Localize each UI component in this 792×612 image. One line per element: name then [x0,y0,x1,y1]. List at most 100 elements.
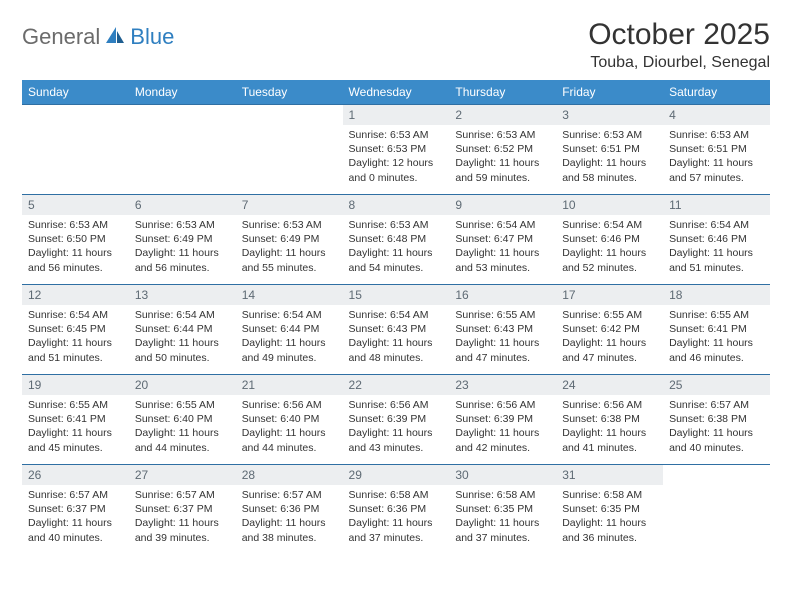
day-number: 11 [663,195,770,215]
calendar-cell: 7Sunrise: 6:53 AMSunset: 6:49 PMDaylight… [236,195,343,285]
calendar-cell: 30Sunrise: 6:58 AMSunset: 6:35 PMDayligh… [449,465,556,555]
calendar-cell: 29Sunrise: 6:58 AMSunset: 6:36 PMDayligh… [343,465,450,555]
day-number: 19 [22,375,129,395]
calendar-body: 1Sunrise: 6:53 AMSunset: 6:53 PMDaylight… [22,105,770,555]
calendar-cell: 25Sunrise: 6:57 AMSunset: 6:38 PMDayligh… [663,375,770,465]
calendar-cell: 26Sunrise: 6:57 AMSunset: 6:37 PMDayligh… [22,465,129,555]
day-details: Sunrise: 6:54 AMSunset: 6:46 PMDaylight:… [556,215,663,281]
day-number: 16 [449,285,556,305]
day-details: Sunrise: 6:57 AMSunset: 6:37 PMDaylight:… [129,485,236,551]
brand-logo: General Blue [22,24,174,50]
day-details: Sunrise: 6:53 AMSunset: 6:48 PMDaylight:… [343,215,450,281]
day-number: 17 [556,285,663,305]
day-number: 10 [556,195,663,215]
calendar-cell: 31Sunrise: 6:58 AMSunset: 6:35 PMDayligh… [556,465,663,555]
day-number: 20 [129,375,236,395]
calendar-cell: 9Sunrise: 6:54 AMSunset: 6:47 PMDaylight… [449,195,556,285]
calendar-cell: 5Sunrise: 6:53 AMSunset: 6:50 PMDaylight… [22,195,129,285]
day-number: 7 [236,195,343,215]
day-number: 21 [236,375,343,395]
day-details: Sunrise: 6:56 AMSunset: 6:39 PMDaylight:… [343,395,450,461]
day-number: 31 [556,465,663,485]
calendar-cell: 15Sunrise: 6:54 AMSunset: 6:43 PMDayligh… [343,285,450,375]
title-block: October 2025 Touba, Diourbel, Senegal [588,18,770,72]
header-row: General Blue October 2025 Touba, Diourbe… [22,18,770,72]
day-details: Sunrise: 6:53 AMSunset: 6:51 PMDaylight:… [556,125,663,191]
calendar-cell: 14Sunrise: 6:54 AMSunset: 6:44 PMDayligh… [236,285,343,375]
calendar-row: 5Sunrise: 6:53 AMSunset: 6:50 PMDaylight… [22,195,770,285]
calendar-cell: 19Sunrise: 6:55 AMSunset: 6:41 PMDayligh… [22,375,129,465]
calendar-row: 12Sunrise: 6:54 AMSunset: 6:45 PMDayligh… [22,285,770,375]
day-details: Sunrise: 6:55 AMSunset: 6:42 PMDaylight:… [556,305,663,371]
calendar-cell: 28Sunrise: 6:57 AMSunset: 6:36 PMDayligh… [236,465,343,555]
day-details: Sunrise: 6:53 AMSunset: 6:53 PMDaylight:… [343,125,450,191]
calendar-cell: 11Sunrise: 6:54 AMSunset: 6:46 PMDayligh… [663,195,770,285]
day-details: Sunrise: 6:54 AMSunset: 6:44 PMDaylight:… [236,305,343,371]
calendar-cell [236,105,343,195]
calendar-cell: 27Sunrise: 6:57 AMSunset: 6:37 PMDayligh… [129,465,236,555]
weekday-header: Wednesday [343,80,450,105]
day-number: 30 [449,465,556,485]
calendar-cell [22,105,129,195]
calendar-cell: 24Sunrise: 6:56 AMSunset: 6:38 PMDayligh… [556,375,663,465]
page-title: October 2025 [588,18,770,52]
day-number: 8 [343,195,450,215]
calendar-cell: 3Sunrise: 6:53 AMSunset: 6:51 PMDaylight… [556,105,663,195]
day-details: Sunrise: 6:54 AMSunset: 6:44 PMDaylight:… [129,305,236,371]
calendar-header: SundayMondayTuesdayWednesdayThursdayFrid… [22,80,770,105]
day-number: 13 [129,285,236,305]
day-details: Sunrise: 6:53 AMSunset: 6:51 PMDaylight:… [663,125,770,191]
calendar-cell: 22Sunrise: 6:56 AMSunset: 6:39 PMDayligh… [343,375,450,465]
day-details: Sunrise: 6:53 AMSunset: 6:50 PMDaylight:… [22,215,129,281]
calendar-cell: 8Sunrise: 6:53 AMSunset: 6:48 PMDaylight… [343,195,450,285]
brand-text-blue: Blue [130,24,174,50]
calendar-cell: 10Sunrise: 6:54 AMSunset: 6:46 PMDayligh… [556,195,663,285]
day-details: Sunrise: 6:55 AMSunset: 6:43 PMDaylight:… [449,305,556,371]
day-details: Sunrise: 6:54 AMSunset: 6:47 PMDaylight:… [449,215,556,281]
day-number: 1 [343,105,450,125]
weekday-header: Tuesday [236,80,343,105]
day-details: Sunrise: 6:57 AMSunset: 6:37 PMDaylight:… [22,485,129,551]
calendar-cell: 13Sunrise: 6:54 AMSunset: 6:44 PMDayligh… [129,285,236,375]
day-number: 28 [236,465,343,485]
brand-sail-icon [104,25,126,50]
day-number: 2 [449,105,556,125]
calendar-cell: 2Sunrise: 6:53 AMSunset: 6:52 PMDaylight… [449,105,556,195]
weekday-header: Monday [129,80,236,105]
calendar-cell [663,465,770,555]
day-number: 18 [663,285,770,305]
calendar-row: 1Sunrise: 6:53 AMSunset: 6:53 PMDaylight… [22,105,770,195]
calendar-row: 26Sunrise: 6:57 AMSunset: 6:37 PMDayligh… [22,465,770,555]
brand-text-general: General [22,24,100,50]
day-number: 15 [343,285,450,305]
day-number: 14 [236,285,343,305]
weekday-header: Saturday [663,80,770,105]
calendar-cell: 12Sunrise: 6:54 AMSunset: 6:45 PMDayligh… [22,285,129,375]
day-number: 26 [22,465,129,485]
day-details: Sunrise: 6:57 AMSunset: 6:36 PMDaylight:… [236,485,343,551]
calendar-row: 19Sunrise: 6:55 AMSunset: 6:41 PMDayligh… [22,375,770,465]
day-number: 24 [556,375,663,395]
calendar-cell [129,105,236,195]
day-number: 9 [449,195,556,215]
calendar-table: SundayMondayTuesdayWednesdayThursdayFrid… [22,80,770,555]
day-number: 22 [343,375,450,395]
day-number: 6 [129,195,236,215]
day-details: Sunrise: 6:55 AMSunset: 6:41 PMDaylight:… [663,305,770,371]
day-details: Sunrise: 6:58 AMSunset: 6:36 PMDaylight:… [343,485,450,551]
day-details: Sunrise: 6:58 AMSunset: 6:35 PMDaylight:… [556,485,663,551]
day-number: 23 [449,375,556,395]
weekday-header: Friday [556,80,663,105]
calendar-cell: 16Sunrise: 6:55 AMSunset: 6:43 PMDayligh… [449,285,556,375]
location-subtitle: Touba, Diourbel, Senegal [588,54,770,72]
calendar-cell: 20Sunrise: 6:55 AMSunset: 6:40 PMDayligh… [129,375,236,465]
day-details: Sunrise: 6:54 AMSunset: 6:43 PMDaylight:… [343,305,450,371]
calendar-cell: 23Sunrise: 6:56 AMSunset: 6:39 PMDayligh… [449,375,556,465]
calendar-cell: 1Sunrise: 6:53 AMSunset: 6:53 PMDaylight… [343,105,450,195]
day-details: Sunrise: 6:53 AMSunset: 6:49 PMDaylight:… [236,215,343,281]
day-details: Sunrise: 6:54 AMSunset: 6:45 PMDaylight:… [22,305,129,371]
day-details: Sunrise: 6:54 AMSunset: 6:46 PMDaylight:… [663,215,770,281]
calendar-cell: 21Sunrise: 6:56 AMSunset: 6:40 PMDayligh… [236,375,343,465]
day-details: Sunrise: 6:53 AMSunset: 6:52 PMDaylight:… [449,125,556,191]
day-details: Sunrise: 6:56 AMSunset: 6:38 PMDaylight:… [556,395,663,461]
